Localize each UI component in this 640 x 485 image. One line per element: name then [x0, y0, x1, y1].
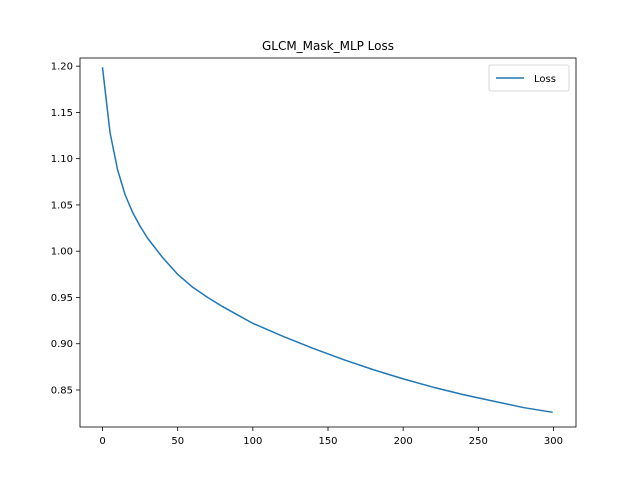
- chart-title: GLCM_Mask_MLP Loss: [262, 39, 394, 53]
- legend-box: [488, 64, 570, 92]
- y-tick-label: 0.85: [51, 385, 73, 396]
- plot-area: 0 50 100 150 200 250 300 0.85 0.90 0.95 1.00 1.05 1.…: [51, 57, 577, 447]
- x-tick-label: 0: [99, 436, 105, 447]
- x-tick-label: 150: [318, 436, 337, 447]
- y-tick-label: 1.00: [51, 247, 73, 258]
- y-tick-label: 0.90: [51, 339, 73, 350]
- legend-label: Loss: [534, 74, 556, 85]
- y-tick-label: 1.20: [51, 62, 73, 73]
- x-tick-label: 250: [469, 436, 488, 447]
- series-line-loss: [101, 67, 553, 414]
- y-tick-label: 0.95: [51, 293, 73, 304]
- x-tick-label: 50: [171, 436, 184, 447]
- y-tick-label: 1.10: [51, 154, 73, 165]
- x-tick-label: 100: [243, 436, 262, 447]
- x-tick-label: 300: [544, 436, 563, 447]
- x-tick-label: 200: [394, 436, 413, 447]
- y-tick-label: 1.15: [51, 108, 73, 119]
- y-tick-label: 1.05: [51, 200, 73, 211]
